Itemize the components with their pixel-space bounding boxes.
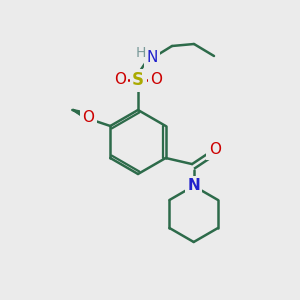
Text: O: O <box>114 73 126 88</box>
Text: N: N <box>146 50 158 65</box>
Text: H: H <box>136 46 146 60</box>
Text: O: O <box>82 110 94 125</box>
Text: O: O <box>150 73 162 88</box>
Text: O: O <box>209 142 221 158</box>
Text: N: N <box>187 178 200 194</box>
Text: S: S <box>132 71 144 89</box>
